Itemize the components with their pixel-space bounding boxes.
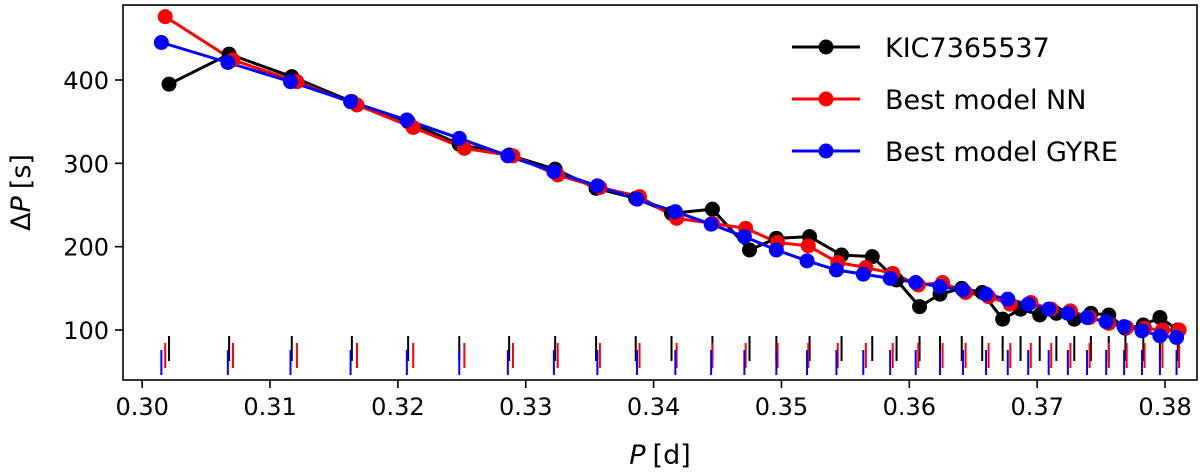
data-point-2 [1060,305,1076,321]
data-point-1 [157,9,173,25]
data-point-2 [768,242,784,258]
data-point-2 [828,262,844,278]
legend-label: Best model NN [885,85,1086,116]
x-tick-label: 0.37 [1010,393,1063,421]
y-tick-label: 400 [63,67,109,95]
y-axis-label: ΔP [s] [6,154,37,231]
data-point-2 [629,191,645,207]
data-point-0 [704,201,720,217]
data-point-2 [1020,296,1036,312]
x-tick-label: 0.36 [883,393,936,421]
data-point-2 [282,74,298,90]
data-point-2 [500,148,516,164]
data-point-0 [161,76,177,92]
legend-marker [818,91,834,107]
data-point-2 [1116,319,1132,335]
data-point-2 [1152,328,1168,344]
data-point-2 [220,55,236,70]
data-point-2 [908,275,924,290]
data-point-0 [1152,310,1168,325]
x-tick-label: 0.31 [243,393,296,421]
data-point-2 [546,164,562,180]
data-point-2 [1169,330,1185,345]
legend: KIC7365537 Best model NN Best model GYRE [792,33,1118,168]
y-axis-label-unit: [s] [6,154,37,189]
y-tick-label: 300 [63,150,109,178]
data-point-2 [399,112,415,128]
plot-frame [122,4,1198,381]
x-axis-label-unit: [d] [653,440,691,471]
x-axis-ticks: 0.30 0.31 0.32 0.33 0.34 0.35 0.36 0.37 0.38 [115,380,1192,421]
data-point-2 [1000,291,1016,307]
data-point-2 [955,282,971,298]
x-axis-label-symbol: P [629,440,646,471]
data-point-2 [589,178,605,194]
data-point-2 [1134,323,1150,339]
legend-marker [818,143,834,159]
series-points [153,9,1187,345]
data-point-2 [855,266,871,282]
period-tick-marks [160,336,1181,375]
data-point-2 [736,229,752,245]
y-tick-label: 200 [63,234,109,262]
legend-marker [818,39,834,55]
x-tick-label: 0.35 [755,393,808,421]
data-point-2 [1079,310,1095,325]
data-point-2 [799,253,815,269]
legend-label: Best model GYRE [885,137,1118,168]
data-point-2 [882,270,898,286]
y-axis-label-symbol: ΔP [6,195,37,230]
x-tick-label: 0.38 [1138,393,1191,421]
x-tick-label: 0.32 [371,393,424,421]
data-point-2 [703,216,719,232]
data-point-1 [800,238,816,254]
y-tick-label: 100 [63,317,109,345]
data-point-0 [995,311,1011,327]
x-tick-label: 0.33 [499,393,552,421]
x-tick-label: 0.30 [115,393,168,421]
data-point-2 [1041,301,1057,317]
x-axis-label: P [d] [629,440,691,471]
data-point-2 [343,94,359,110]
data-point-2 [153,35,169,50]
x-tick-label: 0.34 [627,393,680,421]
data-point-0 [864,249,880,265]
y-axis-ticks: 100 200 300 400 [63,67,123,345]
data-point-2 [451,130,467,146]
data-point-2 [978,286,994,302]
data-point-0 [742,242,757,258]
data-point-2 [667,204,683,220]
legend-label: KIC7365537 [885,33,1050,64]
data-point-2 [1098,314,1114,330]
data-point-0 [912,299,928,315]
data-point-2 [932,279,948,295]
